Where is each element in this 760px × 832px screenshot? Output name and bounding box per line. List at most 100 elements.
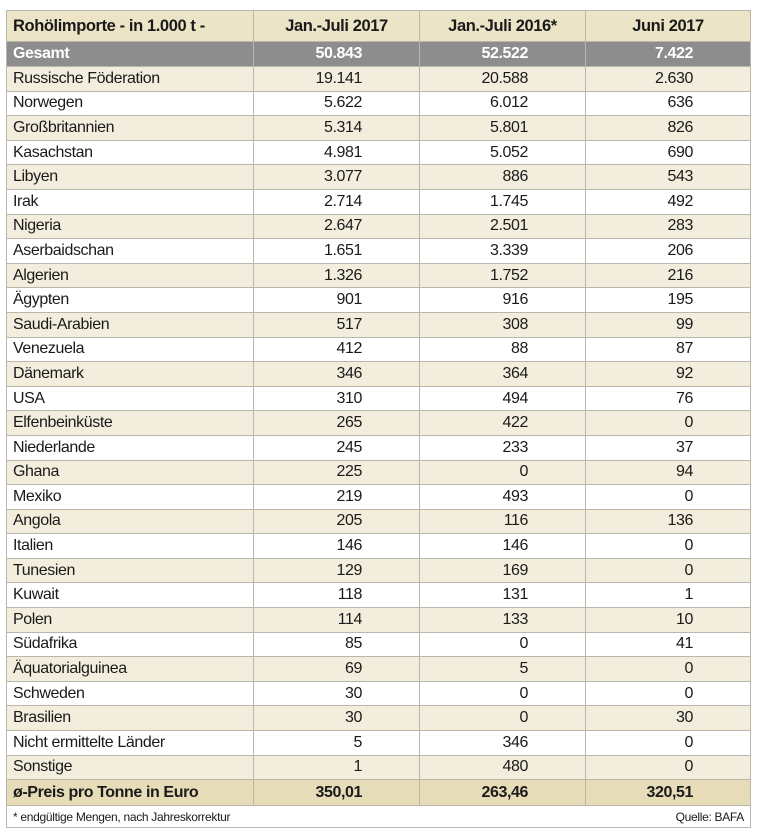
average-price-row: ø-Preis pro Tonne in Euro 350,01 263,46 … [6, 779, 751, 807]
table-row: USA 310 494 76 [6, 385, 751, 412]
row-label: Russische Föderation [6, 66, 254, 92]
footer-cell: * endgültige Mengen, nach Jahreskorrektu… [6, 805, 751, 829]
cell: 3.077 [253, 164, 420, 190]
row-label: Südafrika [6, 631, 254, 658]
cell: 30 [253, 680, 420, 707]
cell: 6.012 [419, 90, 586, 117]
table-row: Nigeria 2.647 2.501 283 [6, 213, 751, 240]
row-label: Kuwait [6, 582, 254, 609]
cell: 265 [253, 410, 420, 436]
table-row: Algerien 1.326 1.752 216 [6, 262, 751, 289]
row-label: Ghana [6, 459, 254, 486]
table-row: Ägypten 901 916 195 [6, 287, 751, 313]
table-row: Aserbaidschan 1.651 3.339 206 [6, 238, 751, 264]
table-row: Kasachstan 4.981 5.052 690 [6, 139, 751, 166]
cell: 85 [253, 631, 420, 658]
row-label: Tunesien [6, 557, 254, 584]
cell: 0 [585, 730, 751, 756]
column-header: Juni 2017 [585, 10, 751, 42]
footer-row: * endgültige Mengen, nach Jahreskorrektu… [6, 805, 751, 829]
cell: 169 [419, 557, 586, 584]
table-row: Niederlande 245 233 37 [6, 434, 751, 461]
cell: 1.326 [253, 262, 420, 289]
crude-oil-imports-table: Rohölimporte - in 1.000 t - Jan.-Juli 20… [6, 10, 751, 829]
cell: 480 [419, 754, 586, 781]
column-header: Jan.-Juli 2017 [253, 10, 420, 42]
cell: 0 [585, 680, 751, 707]
cell: 310 [253, 385, 420, 412]
row-label: Gesamt [6, 41, 254, 67]
cell: 422 [419, 410, 586, 436]
row-label: Niederlande [6, 434, 254, 461]
table-row: Großbritannien 5.314 5.801 826 [6, 115, 751, 141]
row-label: Polen [6, 607, 254, 633]
row-label: Dänemark [6, 361, 254, 387]
cell: 1.651 [253, 238, 420, 264]
cell: 233 [419, 434, 586, 461]
cell: 69 [253, 656, 420, 682]
cell: 225 [253, 459, 420, 486]
cell: 129 [253, 557, 420, 584]
cell: 5.052 [419, 139, 586, 166]
source-credit: Quelle: BAFA [675, 809, 745, 824]
row-label: Saudi-Arabien [6, 311, 254, 338]
row-label: Großbritannien [6, 115, 254, 141]
cell: 52.522 [419, 41, 586, 67]
cell: 636 [585, 90, 751, 117]
cell: 0 [419, 705, 586, 732]
cell: 118 [253, 582, 420, 609]
header-row: Rohölimporte - in 1.000 t - Jan.-Juli 20… [6, 10, 751, 42]
cell: 88 [419, 336, 586, 363]
table-row: Norwegen 5.622 6.012 636 [6, 90, 751, 117]
cell: 493 [419, 484, 586, 510]
row-label: USA [6, 385, 254, 412]
table-row: Nicht ermittelte Länder 5 346 0 [6, 730, 751, 756]
cell: 3.339 [419, 238, 586, 264]
table-row: Dänemark 346 364 92 [6, 361, 751, 387]
cell: 205 [253, 508, 420, 535]
cell: 1.752 [419, 262, 586, 289]
cell: 283 [585, 213, 751, 240]
row-label: Norwegen [6, 90, 254, 117]
row-label: Äquatorialguinea [6, 656, 254, 682]
cell: 206 [585, 238, 751, 264]
table-row: Angola 205 116 136 [6, 508, 751, 535]
cell: 1.745 [419, 188, 586, 215]
cell: 901 [253, 287, 420, 313]
cell: 10 [585, 607, 751, 633]
cell: 87 [585, 336, 751, 363]
cell: 263,46 [419, 779, 586, 807]
row-label: Irak [6, 188, 254, 215]
cell: 5.801 [419, 115, 586, 141]
cell: 543 [585, 164, 751, 190]
cell: 92 [585, 361, 751, 387]
cell: 195 [585, 287, 751, 313]
cell: 7.422 [585, 41, 751, 67]
cell: 0 [585, 533, 751, 559]
table-row: Kuwait 118 131 1 [6, 582, 751, 609]
cell: 136 [585, 508, 751, 535]
table-row: Russische Föderation 19.141 20.588 2.630 [6, 66, 751, 92]
row-label: Nicht ermittelte Länder [6, 730, 254, 756]
column-header: Jan.-Juli 2016* [419, 10, 586, 42]
row-label: Italien [6, 533, 254, 559]
cell: 0 [585, 410, 751, 436]
table-row: Elfenbeinküste 265 422 0 [6, 410, 751, 436]
row-label: ø-Preis pro Tonne in Euro [6, 779, 254, 807]
table-title: Rohölimporte - in 1.000 t - [6, 10, 254, 42]
table-row: Libyen 3.077 886 543 [6, 164, 751, 190]
cell: 94 [585, 459, 751, 486]
cell: 37 [585, 434, 751, 461]
footnote: * endgültige Mengen, nach Jahreskorrektu… [13, 809, 231, 824]
row-label: Kasachstan [6, 139, 254, 166]
cell: 30 [253, 705, 420, 732]
table-row: Äquatorialguinea 69 5 0 [6, 656, 751, 682]
table-row: Südafrika 85 0 41 [6, 631, 751, 658]
cell: 1 [585, 582, 751, 609]
cell: 19.141 [253, 66, 420, 92]
table-row: Polen 114 133 10 [6, 607, 751, 633]
cell: 2.630 [585, 66, 751, 92]
row-label: Angola [6, 508, 254, 535]
table-row: Sonstige 1 480 0 [6, 754, 751, 781]
table-row: Mexiko 219 493 0 [6, 484, 751, 510]
